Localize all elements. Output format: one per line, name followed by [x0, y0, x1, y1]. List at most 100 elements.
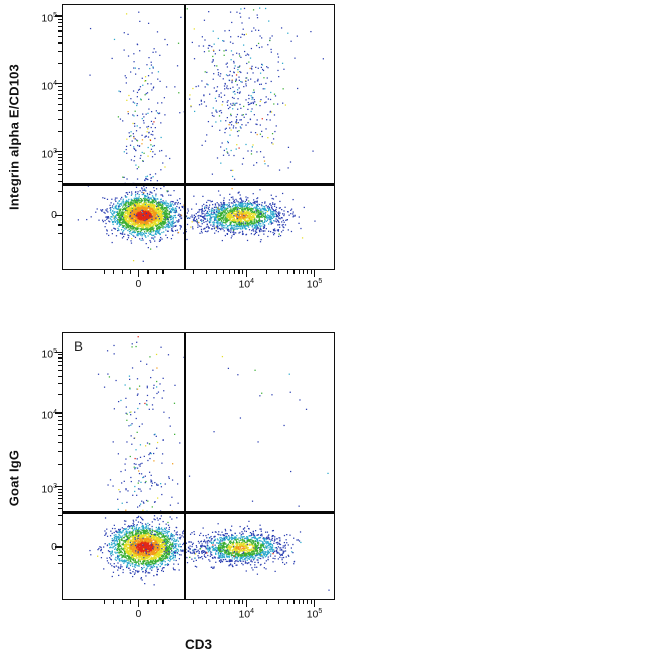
x-axis-minor-tick	[206, 600, 208, 604]
x-axis-minor-tick	[215, 600, 217, 604]
x-axis-minor-tick	[162, 600, 164, 604]
x-axis-minor-tick	[147, 270, 149, 274]
panel-letter: B	[74, 339, 84, 354]
y-tick-label: 104	[41, 79, 57, 93]
y-axis-minor-tick	[58, 93, 62, 95]
y-tick-label: 0	[51, 209, 57, 222]
y-axis-minor-tick	[58, 130, 62, 132]
scatter-dots-canvas	[63, 5, 334, 269]
x-axis-minor-tick	[223, 600, 225, 604]
x-axis-minor-tick	[303, 600, 305, 604]
x-axis-minor-tick	[307, 600, 309, 604]
y-axis-minor-tick	[58, 441, 62, 443]
x-axis-minor-tick	[121, 600, 123, 604]
y-axis-minor-tick	[58, 21, 62, 24]
y-axis-title: Goat IgG	[6, 449, 22, 507]
y-tick-label: 104	[41, 408, 57, 422]
y-axis-tick	[55, 546, 62, 548]
y-axis-minor-tick	[58, 30, 62, 32]
y-axis-minor-tick	[58, 89, 62, 91]
y-axis-minor-tick	[58, 514, 62, 516]
y-axis-minor-tick	[58, 491, 62, 493]
x-axis-minor-tick	[228, 600, 231, 604]
x-axis-minor-tick	[238, 600, 240, 604]
y-axis-minor-tick	[58, 160, 62, 162]
x-axis-minor-tick	[103, 600, 105, 604]
x-axis-minor-tick	[121, 270, 123, 274]
x-axis-minor-tick	[192, 600, 195, 604]
x-axis-minor-tick	[310, 600, 312, 604]
x-axis-minor-tick	[242, 600, 244, 604]
y-axis-minor-tick	[58, 164, 62, 166]
x-axis-title: CD3	[184, 637, 212, 652]
y-axis-minor-tick	[58, 153, 62, 156]
y-axis-minor-tick	[58, 507, 62, 509]
y-tick-label: 103	[41, 147, 57, 161]
quadrant-gate-horizontal-line	[63, 511, 334, 514]
y-axis-minor-tick	[58, 50, 62, 52]
x-axis-minor-tick	[238, 270, 240, 274]
x-axis-minor-tick	[286, 600, 288, 604]
y-axis-minor-tick	[58, 383, 62, 385]
y-axis-minor-tick	[58, 555, 62, 557]
y-axis-minor-tick	[58, 563, 62, 565]
y-axis-minor-tick	[58, 232, 62, 234]
y-axis-minor-tick	[58, 357, 62, 359]
x-axis-tick	[245, 270, 247, 277]
x-axis-tick	[137, 270, 140, 277]
flow-panel-bottom: Goat IgG B 105 104 103 0 0 104 105	[0, 328, 650, 646]
x-axis-minor-tick	[192, 270, 195, 274]
x-tick-label: 104	[238, 278, 255, 291]
y-axis-minor-tick	[58, 375, 62, 377]
y-axis-minor-tick	[58, 394, 62, 396]
y-axis-minor-tick	[58, 156, 62, 158]
x-axis-minor-tick	[293, 270, 295, 274]
y-axis-minor-tick	[58, 224, 62, 226]
y-axis-minor-tick	[58, 18, 62, 20]
x-tick-label: 104	[238, 608, 255, 621]
flow-panel-top: Integrin alpha E/CD103 105 104 103 0 0 104 105	[0, 0, 650, 302]
x-tick-label: 105	[306, 278, 323, 291]
x-axis-tick	[313, 270, 316, 277]
x-axis-minor-tick	[113, 600, 115, 604]
x-axis-minor-tick	[228, 270, 231, 274]
y-axis-minor-tick	[58, 42, 62, 44]
y-axis-minor-tick	[58, 354, 62, 356]
y-axis-minor-tick	[58, 502, 62, 504]
x-axis-tick	[245, 600, 247, 607]
x-axis-minor-tick	[223, 270, 225, 274]
y-axis-minor-tick	[58, 369, 62, 371]
y-axis-minor-tick	[58, 168, 62, 170]
x-axis-minor-tick	[234, 600, 236, 604]
y-axis-minor-tick	[58, 62, 62, 64]
y-axis-minor-tick	[58, 174, 62, 176]
quadrant-gate-horizontal-line	[63, 183, 334, 186]
x-axis-tick	[137, 600, 140, 607]
y-axis-minor-tick	[58, 103, 62, 105]
x-axis-minor-tick	[155, 600, 157, 604]
y-axis-minor-tick	[58, 110, 62, 112]
x-axis-minor-tick	[215, 270, 217, 274]
y-axis-tick	[55, 351, 62, 353]
x-axis-minor-tick	[129, 600, 131, 604]
x-axis-minor-tick	[206, 270, 208, 274]
y-axis-minor-tick	[58, 118, 62, 120]
x-tick-label: 105	[306, 608, 323, 621]
y-axis-minor-tick	[58, 360, 62, 363]
y-axis-minor-tick	[58, 434, 62, 436]
y-axis-minor-tick	[58, 423, 62, 425]
y-axis-minor-tick	[58, 464, 62, 466]
x-axis-minor-tick	[147, 600, 149, 604]
y-axis-tick	[55, 214, 62, 217]
x-axis-minor-tick	[155, 270, 157, 274]
x-axis-minor-tick	[286, 270, 288, 274]
y-tick-label: 105	[41, 11, 57, 25]
x-axis-minor-tick	[298, 600, 300, 604]
y-axis-minor-tick	[58, 181, 62, 183]
quadrant-gate-vertical-line	[183, 5, 187, 269]
x-axis-minor-tick	[162, 270, 164, 274]
plot-area	[62, 4, 335, 270]
y-axis-minor-tick	[58, 428, 62, 430]
y-tick-label: 0	[51, 540, 57, 553]
